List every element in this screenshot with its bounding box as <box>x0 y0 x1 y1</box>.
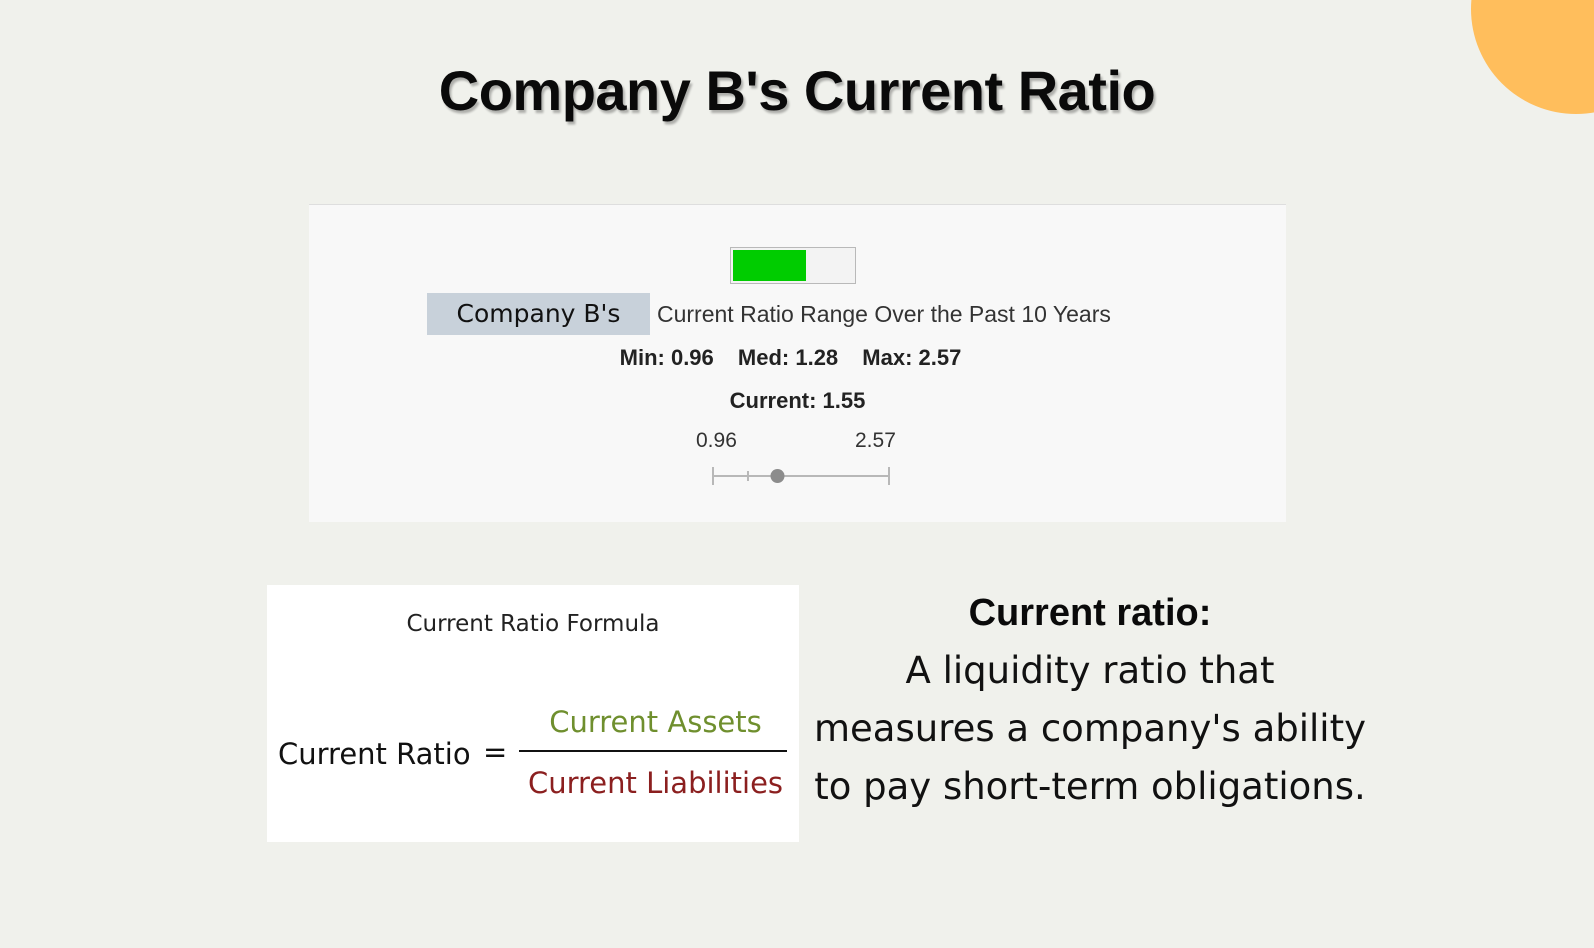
range-min-label: 0.96 <box>696 429 737 453</box>
slide-title: Company B's Current Ratio <box>0 58 1594 123</box>
definition-line: measures a company's ability <box>810 700 1370 758</box>
definition-term: Current ratio: <box>810 584 1370 642</box>
definition-line: to pay short-term obligations. <box>810 758 1370 816</box>
fraction-bar <box>519 750 787 752</box>
ratio-meter <box>730 247 856 284</box>
company-tag: Company B's <box>427 293 650 335</box>
formula-denominator: Current Liabilities <box>518 766 793 800</box>
range-indicator <box>711 464 895 488</box>
definition-line: A liquidity ratio that <box>810 642 1370 700</box>
definition-block: Current ratio: A liquidity ratio that me… <box>810 584 1370 816</box>
formula-numerator: Current Assets <box>518 705 793 739</box>
min-value: Min: 0.96 <box>620 345 714 370</box>
median-value: Med: 1.28 <box>738 345 838 370</box>
ratio-meter-fill <box>733 250 806 281</box>
current-value-marker <box>770 469 784 483</box>
formula-lhs: Current Ratio <box>278 737 471 771</box>
current-value: Current: 1.55 <box>309 388 1286 414</box>
range-caption: Current Ratio Range Over the Past 10 Yea… <box>657 301 1111 328</box>
formula-title: Current Ratio Formula <box>267 611 799 637</box>
max-value: Max: 2.57 <box>862 345 961 370</box>
ratio-stats: Min: 0.96 Med: 1.28 Max: 2.57 <box>309 345 1272 371</box>
formula-equals: = <box>483 735 507 769</box>
current-ratio-widget: Company B's Current Ratio Range Over the… <box>309 204 1286 522</box>
formula-card: Current Ratio Formula Current Ratio = Cu… <box>267 585 799 842</box>
range-max-label: 2.57 <box>855 429 896 453</box>
